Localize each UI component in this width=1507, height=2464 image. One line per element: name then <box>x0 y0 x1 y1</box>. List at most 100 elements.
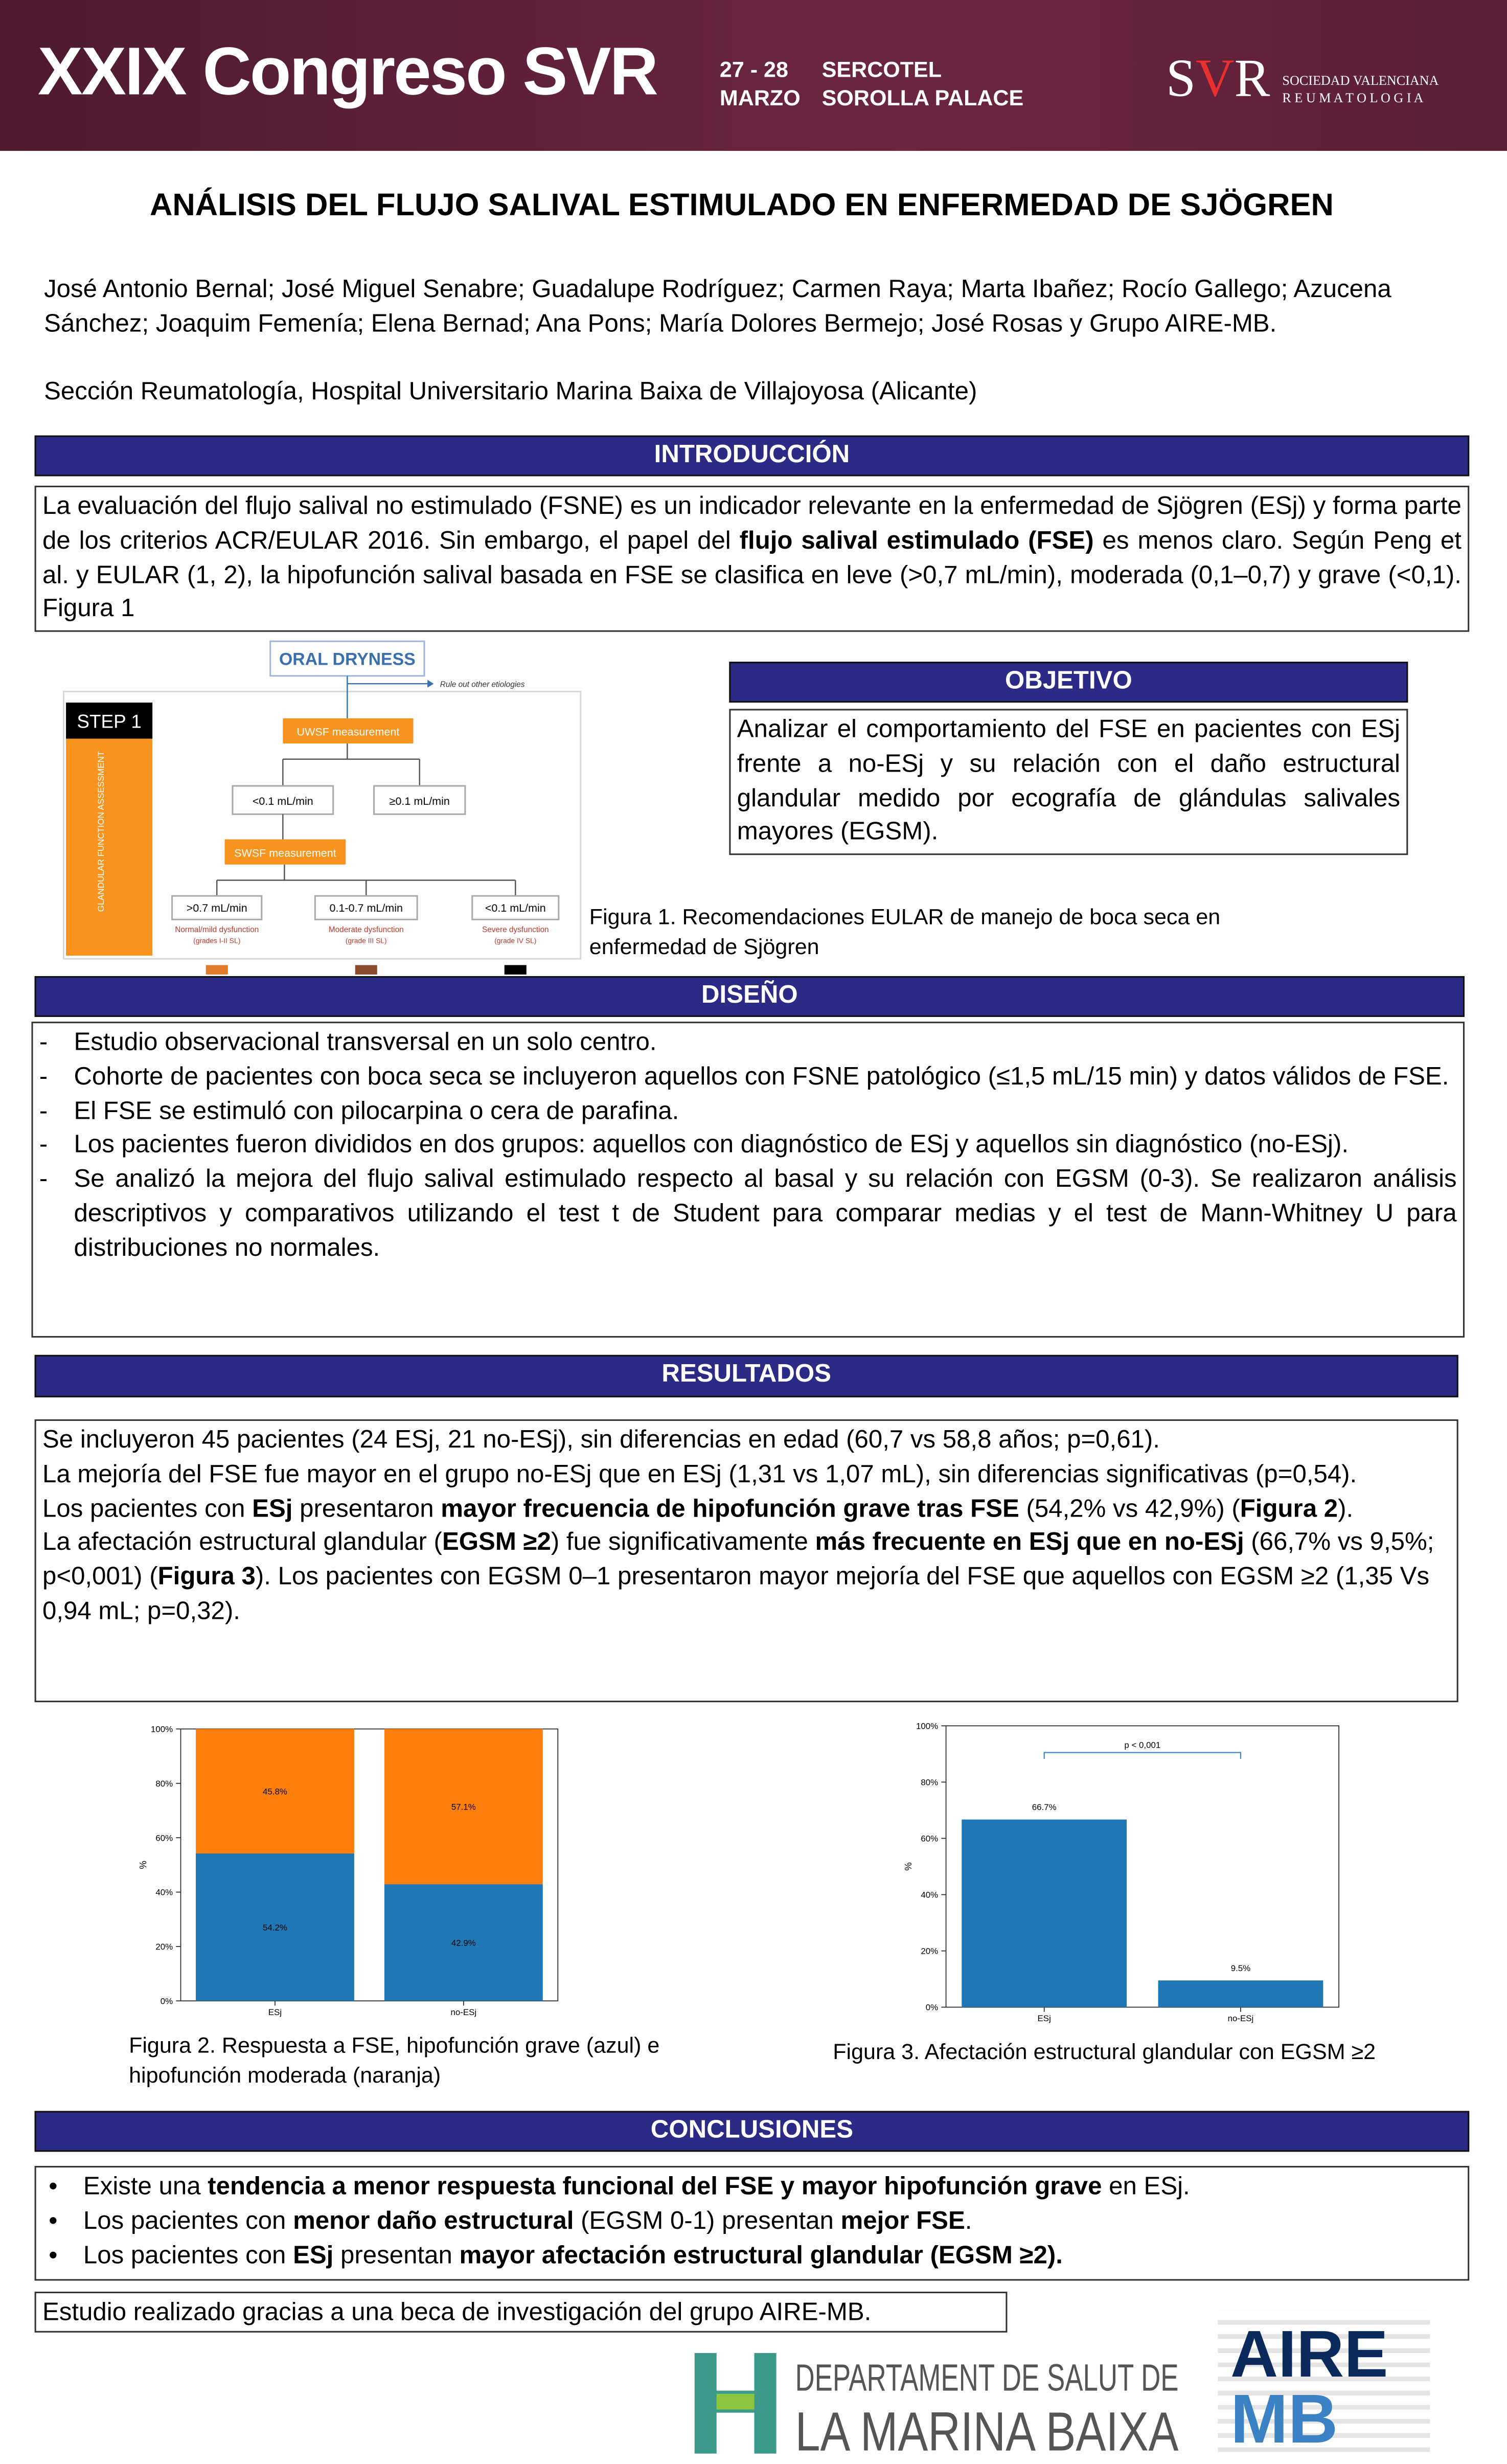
logo-mark <box>716 2393 755 2410</box>
group-logo-text: AIRE <box>1230 2317 1388 2391</box>
y-tick-label: 60% <box>155 1833 173 1843</box>
y-tick-label: 0% <box>926 2003 938 2013</box>
logo-letter: R <box>1234 50 1270 109</box>
text-run: La afectación estructural glandular ( <box>42 1530 442 1557</box>
text-run: (66,7% vs 9,5%; p<0,001) ( <box>42 1530 1434 1591</box>
text-run: ). Los pacientes con EGSM 0–1 presentaro… <box>42 1564 1430 1625</box>
text-run: mayor frecuencia de hipofunción grave tr… <box>441 1496 1019 1523</box>
text-run: Figura 2 <box>1240 1496 1338 1523</box>
text-run: menor daño estructural <box>293 2208 574 2235</box>
item-text: Los pacientes con ESj presentan mayor af… <box>83 2239 1462 2273</box>
list-item: - Estudio observacional transversal en un… <box>39 1026 1457 1060</box>
value-label: 45.8% <box>263 1787 287 1796</box>
fig-label: GLANDULAR FUNCTION ASSESSMENT <box>96 751 106 912</box>
results-text: Se incluyeron 45 pacientes (24 ESj, 21 n… <box>34 1419 1458 1703</box>
swatch <box>355 965 377 975</box>
conclusions-list: • Existe una tendencia a menor respuesta … <box>34 2166 1470 2281</box>
bar-segment <box>384 1884 543 2001</box>
text-run: Los pacientes con <box>83 2242 293 2269</box>
fig-label: STEP 1 <box>77 711 141 732</box>
fig-label: Rule out other etiologies <box>440 680 525 689</box>
bar-segment <box>196 1853 354 2001</box>
society: SOCIEDAD VALENCIANA R E U M A T O L O G I… <box>1282 72 1438 107</box>
y-axis-label: % <box>903 1862 914 1870</box>
text-run: . <box>965 2208 972 2235</box>
group-logo-text: MB <box>1230 2381 1338 2458</box>
logo-text: DEPARTAMENT DE SALUT DE <box>795 2357 1178 2399</box>
group-logo-bg <box>1218 2310 1430 2460</box>
outcomes: >0.7 mL/min Normal/mild dysfunction (grade… <box>171 895 560 975</box>
arrow <box>427 680 434 688</box>
item-text: El FSE se estimuló con pilocarpina o cer… <box>74 1098 679 1125</box>
text-run: es menos claro. Según Peng et al. y EULA… <box>42 528 1462 623</box>
paragraph: Los pacientes con ESj presentaron mayor … <box>42 1493 1450 1527</box>
bar-segment <box>384 1729 543 1885</box>
annotation: p < 0,001 <box>1124 1740 1160 1750</box>
authors: José Antonio Bernal; José Miguel Senabre… <box>44 277 1391 338</box>
design-list: - Estudio observacional transversal en un… <box>31 1022 1465 1338</box>
y-tick-label: 20% <box>921 1947 938 1956</box>
y-tick-label: 20% <box>155 1942 173 1952</box>
value-label: 42.9% <box>451 1938 476 1948</box>
text-run: La evaluación del flujo salival no estim… <box>42 493 1462 555</box>
list-item: • Los pacientes con menor daño estructura… <box>42 2205 1462 2239</box>
significance-bracket <box>1043 1752 1242 1759</box>
bar-segment <box>196 1729 354 1854</box>
swatch <box>206 965 228 975</box>
affiliation: Sección Reumatología, Hospital Universit… <box>44 378 977 406</box>
y-tick-label: 100% <box>151 1725 173 1734</box>
bullet: - <box>39 1132 48 1159</box>
connector <box>282 743 420 786</box>
bullet: - <box>39 1166 48 1193</box>
bar <box>1158 1980 1323 2007</box>
introduction-text: La evaluación del flujo salival no estim… <box>34 485 1470 632</box>
y-tick-label: 80% <box>155 1779 173 1789</box>
list-item: • Los pacientes con ESj presentan mayor a… <box>42 2239 1462 2273</box>
list-item: - Cohorte de pacientes con boca seca se i… <box>39 1060 1457 1095</box>
paragraph: La mejoría del FSE fue mayor en el grupo… <box>42 1458 1450 1493</box>
society-line: R E U M A T O L O G I A <box>1282 89 1424 105</box>
bullet: - <box>39 1064 48 1091</box>
text-run: Figura 3 <box>157 1564 256 1591</box>
text-run: tendencia a menor respuesta funcional de… <box>208 2174 1102 2201</box>
box <box>224 839 346 865</box>
figure-1: ORAL DRYNESS Rule out other etiologies S… <box>62 640 582 975</box>
text-run: ). <box>1338 1496 1354 1523</box>
venue-line: SOROLLA PALACE <box>821 84 1024 110</box>
text-run: más frecuente en ESj que en no-ESj <box>815 1530 1244 1557</box>
fig-label: SWSF measurement <box>234 847 336 859</box>
fig-label: UWSF measurement <box>297 726 400 738</box>
figure-caption: Figura 3. Afectación estructural glandul… <box>833 2039 1376 2064</box>
venue-line: SERCOTEL <box>821 56 942 82</box>
bar <box>962 1819 1127 2007</box>
text-run: presentan <box>333 2242 460 2269</box>
box <box>471 895 560 920</box>
x-tick-label: ESj <box>1038 2014 1051 2023</box>
event-name: XXIX Congreso SVR <box>37 34 658 110</box>
text-run: (54,2% vs 42,9%) ( <box>1019 1496 1240 1523</box>
figure-caption: Figura 1. Recomendaciones EULAR de manej… <box>589 903 1221 959</box>
fig-label: 0.1-0.7 mL/min <box>330 902 403 914</box>
logo-text: LA MARINA BAIXA <box>795 2401 1178 2456</box>
connector <box>216 864 516 896</box>
text-run: Existe una <box>83 2174 208 2201</box>
step-box <box>66 703 153 739</box>
y-tick-label: 60% <box>921 1834 938 1844</box>
text-run: Se incluyeron 45 pacientes (24 ESj, 21 n… <box>42 1427 1160 1454</box>
y-tick-label: 40% <box>155 1888 173 1897</box>
date-month: MARZO <box>719 84 801 110</box>
y-tick-label: 80% <box>921 1777 938 1787</box>
fig-label: ≥0.1 mL/min <box>390 795 450 807</box>
chart-3: 0% 20% 40% 60% 80% 100%% ESj no-ESj 66.7% 9.5% p <… <box>903 1721 1340 2023</box>
society-line: SOCIEDAD VALENCIANA <box>1282 72 1439 88</box>
text-run: ESj <box>252 1496 293 1523</box>
swatch <box>504 965 527 975</box>
value-label: 57.1% <box>451 1802 476 1812</box>
value-label: 54.2% <box>263 1923 287 1932</box>
x-tick-label: ESj <box>268 2007 282 2017</box>
y-tick-label: 0% <box>161 1996 173 2006</box>
text-run: La mejoría del FSE fue mayor en el grupo… <box>42 1461 1357 1488</box>
objective-text: Analizar el comportamiento del FSE en pa… <box>729 709 1408 855</box>
text-run: ESj <box>293 2242 334 2269</box>
text-run: EGSM ≥2 <box>442 1530 551 1557</box>
